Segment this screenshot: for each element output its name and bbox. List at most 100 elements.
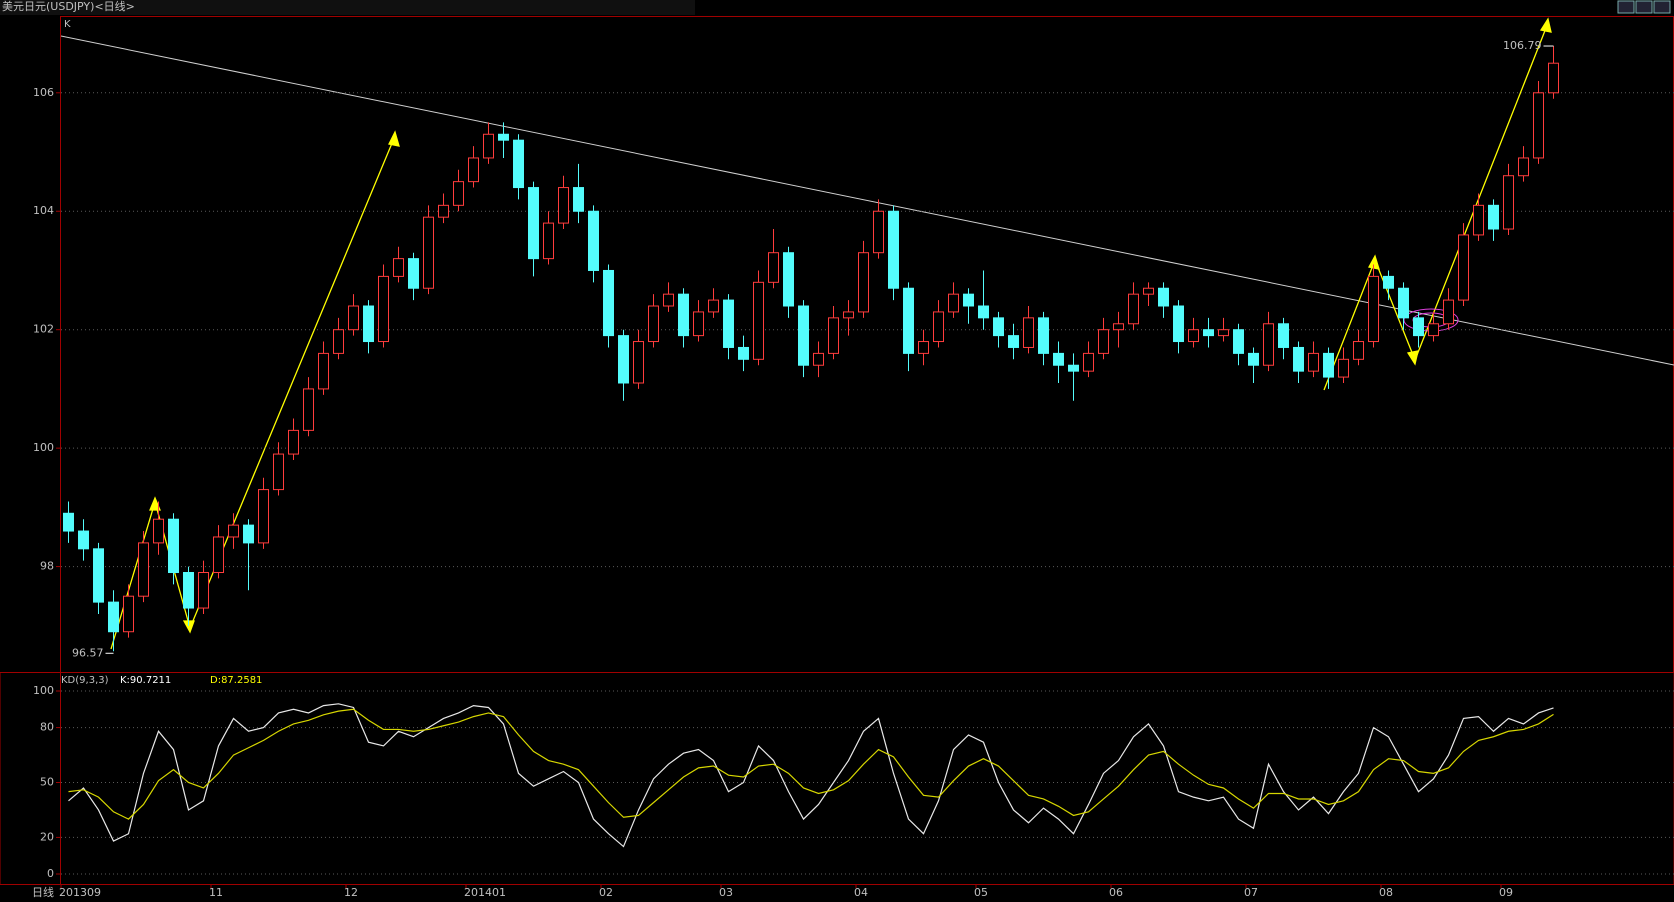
x-tick-label: 12 (344, 886, 358, 899)
y-tick-label: 100 (33, 684, 54, 697)
candle-body (1518, 157, 1529, 177)
candle-body (738, 346, 749, 360)
button[interactable] (1653, 0, 1671, 14)
candle-body (618, 335, 629, 384)
candle-body (483, 133, 494, 159)
candle-body (1443, 299, 1454, 325)
candle-body (933, 311, 944, 343)
candle-body (708, 299, 719, 313)
candle-body (468, 157, 479, 183)
chart-title: 美元日元(USDJPY)<日线> (2, 0, 135, 13)
candle-body (1413, 317, 1424, 337)
arrow (189, 135, 396, 629)
button[interactable] (1635, 0, 1653, 14)
candle-body (1143, 287, 1154, 295)
candle-body (1383, 275, 1394, 289)
high-label: 106.79 (1503, 39, 1542, 52)
candle-body (858, 252, 869, 313)
candle-body (1098, 329, 1109, 354)
candle-body (1008, 335, 1019, 348)
x-axis-label: 日线 (32, 885, 54, 899)
candle-body (528, 187, 539, 260)
candle-body (873, 210, 884, 254)
low-label: 96.57 (72, 646, 104, 659)
x-tick-label: 201401 (464, 886, 506, 899)
candle-body (243, 524, 254, 544)
candle-body (1338, 358, 1349, 378)
candle-body (1548, 62, 1559, 94)
candle-body (1368, 275, 1379, 343)
candle-body (978, 305, 989, 319)
panel-label: K (64, 19, 71, 30)
x-tick-label: 201309 (59, 886, 101, 899)
candle-body (138, 542, 149, 597)
candle-body (1188, 329, 1199, 343)
candle-body (303, 388, 314, 431)
candle-body (1293, 346, 1304, 372)
x-tick-label: 09 (1499, 886, 1513, 899)
candle-body (378, 275, 389, 343)
candle-body (168, 518, 179, 574)
arrow (1374, 259, 1416, 361)
x-tick-label: 08 (1379, 886, 1393, 899)
kd-panel (0, 672, 1674, 885)
x-tick-label: 05 (974, 886, 988, 899)
candle-body (963, 293, 974, 307)
candle-body (828, 317, 839, 354)
y-tick-label: 100 (33, 441, 54, 454)
x-tick-label: 03 (719, 886, 733, 899)
candle-body (993, 317, 1004, 337)
candle-body (588, 210, 599, 271)
candle-body (438, 204, 449, 218)
y-tick-label: 50 (40, 776, 54, 789)
arrow-head (149, 496, 161, 511)
kd-title: KD(9,3,3) (61, 675, 109, 686)
candle-body (318, 352, 329, 390)
candle-body (333, 329, 344, 354)
window-buttons[interactable] (1617, 0, 1671, 14)
candle-body (498, 133, 509, 141)
candle-body (948, 293, 959, 313)
y-tick-label: 102 (33, 323, 54, 336)
arrow-head (388, 130, 400, 147)
candle-body (918, 341, 929, 354)
candle-body (1398, 287, 1409, 319)
legend-k: K:90.7211 (120, 675, 171, 686)
candle-body (1278, 323, 1289, 348)
candle-body (768, 252, 779, 283)
candle-body (573, 187, 584, 212)
candle-body (543, 222, 554, 260)
candle-body (798, 305, 809, 366)
candle-body (273, 453, 284, 491)
candle-body (348, 305, 359, 331)
x-tick-label: 06 (1109, 886, 1123, 899)
candle-body (408, 258, 419, 289)
candle-body (1473, 204, 1484, 236)
candle-body (1428, 323, 1439, 337)
candle-body (903, 287, 914, 354)
button[interactable] (1617, 0, 1635, 14)
candle-body (1158, 287, 1169, 307)
candle-body (558, 187, 569, 224)
candle-body (1203, 329, 1214, 337)
candle-body (633, 341, 644, 384)
candle-body (78, 530, 89, 550)
candle-body (813, 352, 824, 366)
candle-body (1113, 323, 1124, 331)
candle-body (1458, 234, 1469, 301)
candle-body (393, 258, 404, 277)
x-tick-label: 02 (599, 886, 613, 899)
candle-body (123, 595, 134, 633)
candle-body (1353, 341, 1364, 360)
candle-body (888, 210, 899, 289)
candle-body (1128, 293, 1139, 325)
y-tick-label: 20 (40, 830, 54, 843)
candle-body (1308, 352, 1319, 372)
y-tick-label: 80 (40, 721, 54, 734)
candle-body (453, 181, 464, 206)
candle-body (648, 305, 659, 343)
kd-line (68, 703, 1554, 848)
kd-line (68, 708, 1554, 820)
candle-body (1503, 175, 1514, 230)
